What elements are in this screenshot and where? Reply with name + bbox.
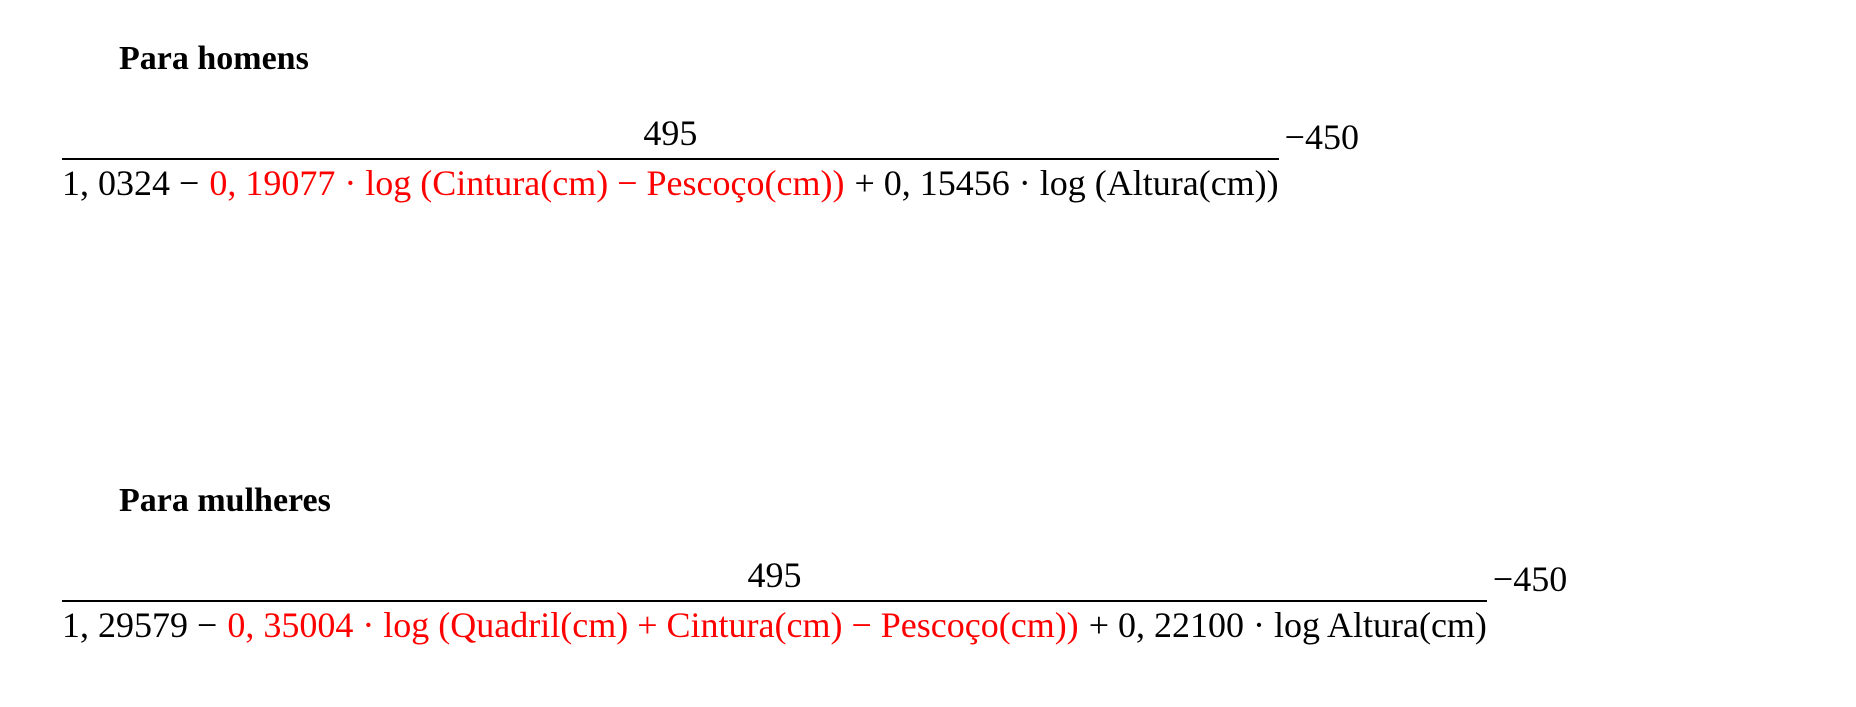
denominator: 1, 0324 −0, 19077 · log (Cintura(cm) − P…	[62, 160, 1279, 204]
formula-suffix: −450	[1284, 117, 1359, 157]
denominator-term: 1, 0324 −	[62, 163, 200, 203]
section-heading: Para mulheres	[119, 482, 331, 519]
numerator: 495	[62, 554, 1487, 602]
formula: 495 1, 0324 −0, 19077 · log (Cintura(cm) …	[62, 112, 1359, 204]
section-heading: Para homens	[119, 40, 309, 77]
fraction: 495 1, 0324 −0, 19077 · log (Cintura(cm) …	[62, 112, 1279, 204]
numerator: 495	[62, 112, 1279, 160]
denominator-term: 0, 35004 · log (Quadril(cm) + Cintura(cm…	[227, 605, 1079, 645]
formula: 495 1, 29579 −0, 35004 · log (Quadril(cm)…	[62, 554, 1567, 646]
denominator: 1, 29579 −0, 35004 · log (Quadril(cm) + …	[62, 602, 1487, 646]
denominator-term: + 0, 15456 · log (Altura(cm))	[854, 163, 1279, 203]
denominator-term: + 0, 22100 · log Altura(cm)	[1088, 605, 1487, 645]
fraction: 495 1, 29579 −0, 35004 · log (Quadril(cm)…	[62, 554, 1487, 646]
formula-suffix: −450	[1492, 559, 1568, 599]
denominator-term: 1, 29579 −	[62, 605, 218, 645]
denominator-term: 0, 19077 · log (Cintura(cm) − Pescoço(cm…	[209, 163, 845, 203]
